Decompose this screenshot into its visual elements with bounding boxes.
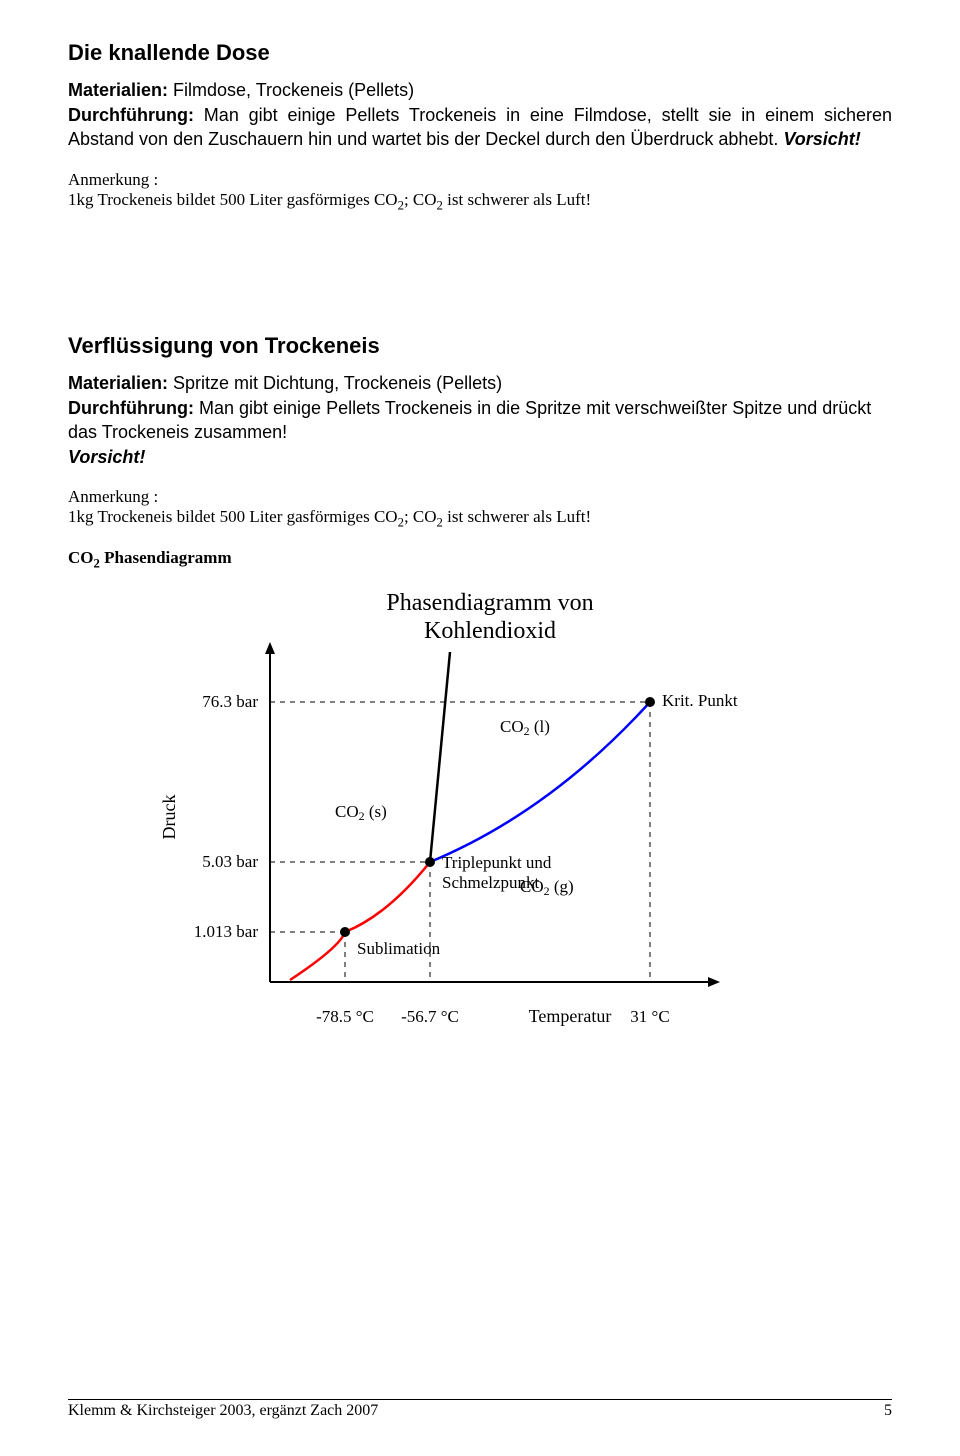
svg-text:1.013 bar: 1.013 bar <box>194 922 259 941</box>
vorsicht: Vorsicht! <box>783 129 860 149</box>
anmerkung-label-2: Anmerkung : <box>68 487 892 507</box>
section1-run: Durchführung: Man gibt einige Pellets Tr… <box>68 103 892 152</box>
footer-left: Klemm & Kirchsteiger 2003, ergänzt Zach … <box>68 1402 378 1420</box>
section1-materials: Materialien: Filmdose, Trockeneis (Pelle… <box>68 80 892 101</box>
svg-text:CO2 (s): CO2 (s) <box>335 802 387 823</box>
footer-right: 5 <box>884 1402 892 1420</box>
materials-text: Filmdose, Trockeneis (Pellets) <box>168 80 414 100</box>
svg-text:Phasendiagramm von: Phasendiagramm von <box>386 590 593 616</box>
phase-diagram: Phasendiagramm vonKohlendioxid 76.3 bar 5.… <box>68 582 892 1062</box>
anmerkung-body-2: 1kg Trockeneis bildet 500 Liter gasförmi… <box>68 507 892 530</box>
svg-text:Sublimation: Sublimation <box>357 939 441 958</box>
svg-text:Triplepunkt und: Triplepunkt und <box>442 853 552 872</box>
run-label: Durchführung: <box>68 105 194 125</box>
svg-text:Temperatur: Temperatur <box>529 1006 612 1026</box>
phase-title: CO2 Phasendiagramm <box>68 548 892 571</box>
page-footer: Klemm & Kirchsteiger 2003, ergänzt Zach … <box>68 1399 892 1420</box>
svg-text:Druck: Druck <box>159 794 179 839</box>
section2-title: Verflüssigung von Trockeneis <box>68 333 892 359</box>
svg-text:31 °C: 31 °C <box>630 1007 669 1026</box>
section1-title: Die knallende Dose <box>68 40 892 66</box>
materials-label: Materialien: <box>68 80 168 100</box>
svg-text:76.3 bar: 76.3 bar <box>202 692 258 711</box>
run-label-2: Durchführung: <box>68 398 194 418</box>
svg-text:Kohlendioxid: Kohlendioxid <box>424 618 556 644</box>
svg-text:CO2 (l): CO2 (l) <box>500 717 550 738</box>
materials-label-2: Materialien: <box>68 373 168 393</box>
svg-text:-56.7 °C: -56.7 °C <box>401 1007 459 1026</box>
materials-text-2: Spritze mit Dichtung, Trockeneis (Pellet… <box>168 373 502 393</box>
anmerkung-body-1: 1kg Trockeneis bildet 500 Liter gasförmi… <box>68 190 892 213</box>
svg-text:Krit. Punkt: Krit. Punkt <box>662 691 738 710</box>
vorsicht-2: Vorsicht! <box>68 447 145 467</box>
svg-text:Schmelzpunkt: Schmelzpunkt <box>442 873 540 892</box>
section2-run: Durchführung: Man gibt einige Pellets Tr… <box>68 396 892 469</box>
svg-text:5.03 bar: 5.03 bar <box>202 852 258 871</box>
anmerkung-label-1: Anmerkung : <box>68 170 892 190</box>
svg-text:-78.5 °C: -78.5 °C <box>316 1007 374 1026</box>
section2-materials: Materialien: Spritze mit Dichtung, Trock… <box>68 373 892 394</box>
phase-diagram-svg: Phasendiagramm vonKohlendioxid 76.3 bar 5.… <box>140 582 820 1062</box>
